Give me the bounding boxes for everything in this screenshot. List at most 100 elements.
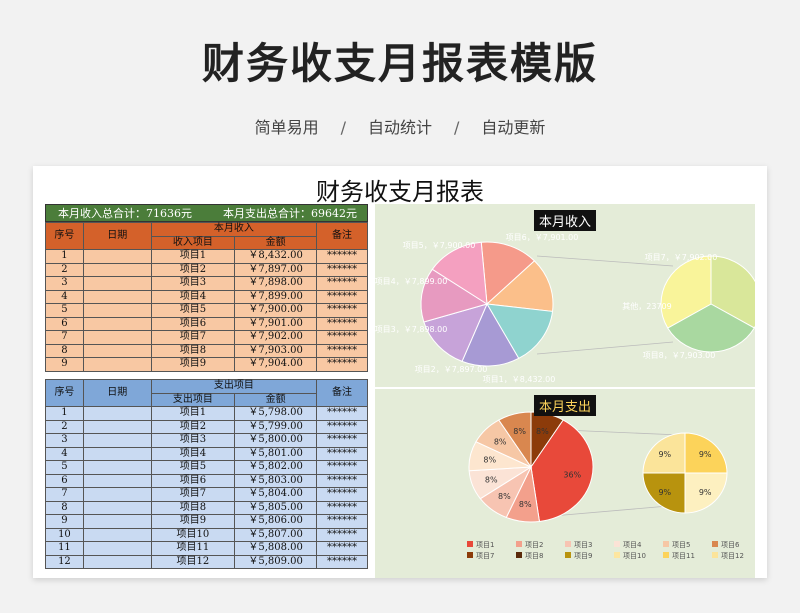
row-date — [82, 433, 152, 448]
table-row: 12 项目12 ￥5,809.00 ****** — [45, 554, 368, 569]
row-no: 3 — [45, 433, 84, 448]
legend-swatch — [516, 552, 522, 558]
income-primary-slice — [486, 303, 554, 360]
row-date — [82, 406, 152, 421]
row-no: 1 — [45, 406, 84, 421]
expense-secondary-slice — [684, 432, 728, 474]
row-amount: ￥8,432.00 — [234, 249, 318, 264]
income-secondary-label: 项目7，￥7,902.00 — [645, 253, 718, 262]
row-amount: ￥5,808.00 — [234, 541, 318, 556]
subtitle-separator: / — [340, 118, 346, 137]
table-row: 1 项目1 ￥8,432.00 ****** — [45, 249, 368, 264]
row-no: 10 — [45, 527, 84, 542]
row-date — [82, 330, 152, 345]
legend-swatch — [712, 552, 718, 558]
col-note: 备注 — [316, 222, 368, 250]
table-row: 9 项目9 ￥7,904.00 ****** — [45, 357, 368, 372]
row-amount: ￥7,904.00 — [234, 357, 318, 372]
row-no: 6 — [45, 316, 84, 331]
col-date: 日期 — [82, 379, 152, 407]
row-item: 项目5 — [150, 460, 236, 475]
col-item: 支出项目 — [150, 392, 236, 407]
row-item: 项目7 — [150, 330, 236, 345]
row-note: ****** — [316, 446, 368, 461]
income-chart-panel: 项目5，￥7,900.00 项目6，￥7,901.00 项目1，￥8,432.00 项… — [375, 204, 762, 387]
row-note: ****** — [316, 316, 368, 331]
row-date — [82, 554, 152, 569]
table-row: 8 项目8 ￥7,903.00 ****** — [45, 343, 368, 358]
row-date — [82, 343, 152, 358]
row-date — [82, 316, 152, 331]
income-slice-label: 项目5，￥7,900.00 — [403, 241, 476, 250]
expense-primary-label: 8% — [498, 492, 511, 501]
connector-line — [536, 341, 674, 355]
report-sheet: 财务收支月报表 本月收入总合计：71636元 本月支出总合计：69642元 序号… — [33, 166, 767, 578]
row-date — [82, 262, 152, 277]
row-item: 项目4 — [150, 446, 236, 461]
col-no: 序号 — [45, 222, 84, 250]
subtitle-item-easy: 简单易用 — [254, 118, 319, 137]
row-note: ****** — [316, 289, 368, 304]
row-item: 项目4 — [150, 289, 236, 304]
row-item: 项目8 — [150, 500, 236, 515]
row-item: 项目8 — [150, 343, 236, 358]
row-amount: ￥7,900.00 — [234, 303, 318, 318]
row-no: 4 — [45, 289, 84, 304]
expense-secondary-slice — [684, 472, 728, 514]
income-primary-slice — [423, 303, 488, 363]
expense-secondary-label: 9% — [658, 450, 671, 459]
row-amount: ￥7,903.00 — [234, 343, 318, 358]
legend-label: 项目4 — [623, 541, 642, 549]
subtitle: 简单易用 / 自动统计 / 自动更新 — [0, 114, 800, 138]
connector-line — [540, 504, 681, 518]
summary-bar: 本月收入总合计：71636元 本月支出总合计：69642元 — [45, 204, 368, 222]
row-no: 1 — [45, 249, 84, 264]
row-amount: ￥5,807.00 — [234, 527, 318, 542]
legend-label: 项目2 — [525, 541, 543, 549]
row-no: 11 — [45, 541, 84, 556]
row-item: 项目9 — [150, 357, 236, 372]
row-amount: ￥5,805.00 — [234, 500, 318, 515]
table-row: 1 项目1 ￥5,798.00 ****** — [45, 406, 368, 421]
table-row: 7 项目7 ￥7,902.00 ****** — [45, 330, 368, 345]
income-secondary-slice — [667, 303, 756, 353]
row-note: ****** — [316, 473, 368, 488]
legend-swatch — [663, 541, 669, 547]
legend-label: 项目9 — [574, 552, 592, 560]
row-no: 9 — [45, 514, 84, 529]
row-note: ****** — [316, 419, 368, 434]
row-amount: ￥5,798.00 — [234, 406, 318, 421]
table-row: 5 项目5 ￥7,900.00 ****** — [45, 303, 368, 318]
legend-swatch — [467, 541, 473, 547]
legend-swatch — [614, 541, 620, 547]
expense-primary-label: 8% — [483, 455, 496, 464]
row-item: 项目2 — [150, 419, 236, 434]
table-row: 10 项目10 ￥5,807.00 ****** — [45, 527, 368, 542]
row-note: ****** — [316, 541, 368, 556]
row-no: 7 — [45, 330, 84, 345]
row-no: 7 — [45, 487, 84, 502]
table-row: 4 项目4 ￥7,899.00 ****** — [45, 289, 368, 304]
expense-table: 序号 日期 支出项目 备注 支出项目 金额 1 项目1 ￥5,798.00 *****… — [45, 379, 368, 569]
income-secondary-label: 其他，23709 — [622, 301, 671, 311]
row-no: 5 — [45, 303, 84, 318]
row-date — [82, 289, 152, 304]
row-amount: ￥5,806.00 — [234, 514, 318, 529]
row-date — [82, 487, 152, 502]
col-date: 日期 — [82, 222, 152, 250]
row-amount: ￥5,800.00 — [234, 433, 318, 448]
row-amount: ￥5,802.00 — [234, 460, 318, 475]
table-row: 9 项目9 ￥5,806.00 ****** — [45, 514, 368, 529]
income-slice-label: 项目4，￥7,899.00 — [375, 277, 447, 286]
row-amount: ￥5,804.00 — [234, 487, 318, 502]
income-chart-title: 本月收入 — [533, 210, 597, 231]
row-date — [82, 527, 152, 542]
row-no: 2 — [45, 262, 84, 277]
row-note: ****** — [316, 460, 368, 475]
row-no: 12 — [45, 554, 84, 569]
expense-secondary-label: 9% — [658, 488, 671, 497]
row-item: 项目7 — [150, 487, 236, 502]
row-note: ****** — [316, 249, 368, 264]
row-note: ****** — [316, 554, 368, 569]
row-date — [82, 514, 152, 529]
